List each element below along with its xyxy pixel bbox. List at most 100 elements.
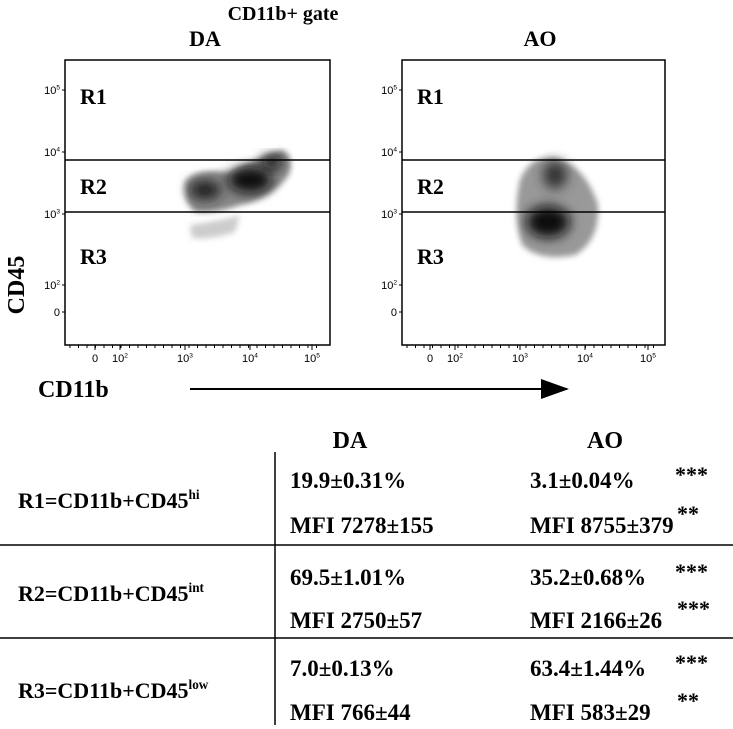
y-tick-label-sup: 2 xyxy=(56,280,60,287)
y-tick-label-main: 0 xyxy=(54,307,60,319)
x-tick-label-main: 10 xyxy=(577,353,589,365)
significance: *** xyxy=(675,650,708,675)
x-tick-label: 103 xyxy=(177,353,193,365)
x-axis-label: CD11b xyxy=(38,377,109,403)
cell-mfi: MFI 766±44 xyxy=(290,700,411,725)
table-lines xyxy=(0,452,733,725)
significance: ** xyxy=(677,688,699,713)
x-tick-label: 0 xyxy=(427,353,433,365)
density-da xyxy=(184,150,291,239)
row-label: R1=CD11b+CD45hi xyxy=(18,487,200,513)
x-tick-label: 0 xyxy=(92,353,98,365)
cell-pct: 63.4±1.44% xyxy=(530,656,646,681)
y-tick-label-main: 10 xyxy=(381,85,393,97)
y-tick-label: 104 xyxy=(381,147,397,159)
x-tick-label-main: 10 xyxy=(112,353,124,365)
significance: *** xyxy=(677,596,710,621)
significance: *** xyxy=(675,559,708,584)
row-label-main: R2=CD11b+CD45 xyxy=(18,581,189,606)
cell-pct: 7.0±0.13% xyxy=(290,656,395,681)
y-tick-label: 102 xyxy=(381,280,397,292)
panel-frame xyxy=(401,59,666,346)
x-tick-label-main: 0 xyxy=(427,353,433,365)
region-label: R1 xyxy=(80,84,107,109)
x-tick-label-sup: 3 xyxy=(189,353,193,360)
y-tick-label-sup: 3 xyxy=(56,209,60,216)
y-axis-label: CD45 xyxy=(4,256,30,315)
significance: ** xyxy=(677,501,699,526)
x-tick-label-sup: 2 xyxy=(124,353,128,360)
y-tick-label-sup: 4 xyxy=(56,147,60,154)
row-label: R3=CD11b+CD45low xyxy=(18,677,209,703)
panel-title: AO xyxy=(524,26,557,51)
x-tick-label-main: 10 xyxy=(512,353,524,365)
cell-mfi: MFI 2166±26 xyxy=(530,608,662,633)
x-tick-label-sup: 2 xyxy=(459,353,463,360)
x-tick-label: 103 xyxy=(512,353,528,365)
row-label: R2=CD11b+CD45int xyxy=(18,580,205,606)
y-tick-label-main: 10 xyxy=(44,280,56,292)
y-tick-label-sup: 2 xyxy=(393,280,397,287)
x-tick-label-main: 0 xyxy=(92,353,98,365)
y-tick-label: 0 xyxy=(54,307,60,319)
x-tick-label-sup: 3 xyxy=(524,353,528,360)
y-tick-label-main: 0 xyxy=(391,307,397,319)
x-tick-label: 104 xyxy=(577,353,593,365)
region-label: R1 xyxy=(417,84,444,109)
figure-title: CD11b+ gate xyxy=(228,3,339,25)
y-tick-label: 105 xyxy=(44,85,60,97)
x-tick-label: 105 xyxy=(304,353,320,365)
y-tick-label: 103 xyxy=(44,209,60,221)
x-tick-label-main: 10 xyxy=(447,353,459,365)
x-tick-label-sup: 4 xyxy=(589,353,593,360)
region-label: R2 xyxy=(417,174,444,199)
x-tick-label: 102 xyxy=(447,353,463,365)
column-header: AO xyxy=(587,428,623,454)
y-tick-label-sup: 3 xyxy=(393,209,397,216)
row-label-sup: hi xyxy=(189,487,200,502)
y-tick-label-main: 10 xyxy=(381,147,393,159)
cell-pct: 69.5±1.01% xyxy=(290,565,406,590)
x-tick-label: 104 xyxy=(242,353,258,365)
gates xyxy=(65,159,665,213)
cell-mfi: MFI 583±29 xyxy=(530,700,651,725)
cell-pct: 19.9±0.31% xyxy=(290,468,406,493)
y-tick-label-main: 10 xyxy=(44,147,56,159)
region-label: R3 xyxy=(80,244,107,269)
y-tick-label-main: 10 xyxy=(381,280,393,292)
cell-pct: 3.1±0.04% xyxy=(530,468,635,493)
significance: *** xyxy=(675,462,708,487)
x-tick-label-main: 10 xyxy=(177,353,189,365)
y-tick-label: 0 xyxy=(391,307,397,319)
panel-title: DA xyxy=(189,26,221,51)
y-tick-label: 103 xyxy=(381,209,397,221)
column-header: DA xyxy=(333,428,368,454)
region-label: R3 xyxy=(417,244,444,269)
x-tick-label-main: 10 xyxy=(304,353,316,365)
density-ao xyxy=(516,157,599,258)
x-tick-label-main: 10 xyxy=(640,353,652,365)
row-label-main: R3=CD11b+CD45 xyxy=(18,678,189,703)
x-tick-label-sup: 5 xyxy=(652,353,656,360)
x-tick-label: 102 xyxy=(112,353,128,365)
row-label-sup: int xyxy=(189,580,205,595)
cell-mfi: MFI 7278±155 xyxy=(290,513,434,538)
x-tick-label-main: 10 xyxy=(242,353,254,365)
x-tick-label-sup: 4 xyxy=(254,353,258,360)
row-label-sup: low xyxy=(189,677,209,692)
x-tick-label-sup: 5 xyxy=(316,353,320,360)
y-tick-label-main: 10 xyxy=(381,209,393,221)
y-tick-label-main: 10 xyxy=(44,85,56,97)
y-tick-label-sup: 5 xyxy=(393,85,397,92)
x-tick-label: 105 xyxy=(640,353,656,365)
y-tick-label: 102 xyxy=(44,280,60,292)
y-tick-label: 104 xyxy=(44,147,60,159)
cell-pct: 35.2±0.68% xyxy=(530,565,646,590)
y-tick-label: 105 xyxy=(381,85,397,97)
y-tick-label-sup: 4 xyxy=(393,147,397,154)
region-label: R2 xyxy=(80,174,107,199)
row-label-main: R1=CD11b+CD45 xyxy=(18,488,189,513)
cell-mfi: MFI 2750±57 xyxy=(290,608,422,633)
y-tick-label-main: 10 xyxy=(44,209,56,221)
